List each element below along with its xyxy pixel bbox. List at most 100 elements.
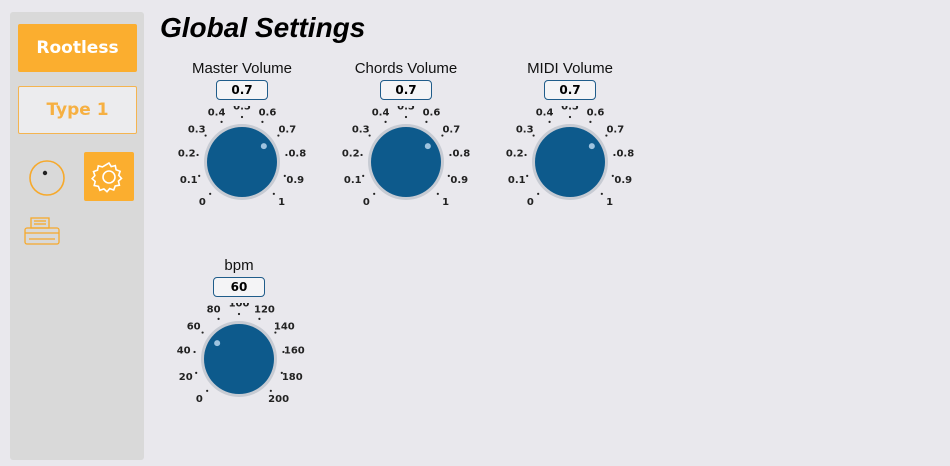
tick-dot bbox=[613, 153, 616, 157]
tick-dot bbox=[282, 350, 285, 354]
tick-label: 0.7 bbox=[606, 125, 624, 136]
tick-label: 0.2 bbox=[506, 149, 524, 160]
knob-indicator bbox=[588, 143, 595, 150]
tick-dot bbox=[362, 174, 365, 178]
dial[interactable]: 00.1 0.2 0.30.4 0.5 0.60.7 0.8 0.91 bbox=[500, 106, 640, 218]
tick-label: 0.5 bbox=[397, 106, 415, 113]
tick-label: 0 bbox=[527, 197, 534, 208]
tick-dot bbox=[206, 389, 209, 392]
gear-icon bbox=[91, 161, 123, 193]
tick-label: 0.6 bbox=[587, 108, 605, 119]
tick-label: 20 bbox=[179, 372, 193, 383]
knob-body bbox=[535, 127, 605, 197]
tick-dot bbox=[258, 317, 261, 321]
tick-label: 0.2 bbox=[178, 149, 196, 160]
tick-dot bbox=[532, 134, 535, 137]
tick-label: 0.3 bbox=[352, 125, 370, 136]
tick-dot bbox=[548, 120, 551, 124]
tick-dot bbox=[568, 115, 572, 119]
tick-label: 0.7 bbox=[442, 125, 460, 136]
tick-label: 0.9 bbox=[286, 175, 304, 186]
tick-label: 80 bbox=[207, 305, 221, 316]
tick-dot bbox=[404, 115, 408, 119]
tick-label: 200 bbox=[268, 394, 289, 405]
tick-label: 0.4 bbox=[372, 108, 390, 119]
tick-label: 0.7 bbox=[278, 125, 296, 136]
knob-chords-volume: Chords Volume 0.7 0 0.1 0.2 0.3 0.4 0.5 0.6 0.7… bbox=[331, 60, 481, 218]
tick-dot bbox=[384, 120, 387, 124]
knob-label: Master Volume bbox=[191, 60, 293, 77]
dial[interactable]: 00.1 0.2 0.30.4 0.5 0.60.7 0.8 0.91 bbox=[336, 106, 476, 218]
tick-label: 0.9 bbox=[614, 175, 632, 186]
sidebar: Rootless Type 1 bbox=[10, 12, 144, 460]
tick-dot bbox=[237, 312, 241, 316]
tick-dot bbox=[269, 389, 272, 392]
tick-label: 0.5 bbox=[233, 106, 251, 113]
tick-dot bbox=[283, 174, 286, 178]
value-box[interactable]: 60 bbox=[213, 277, 265, 297]
printer-icon[interactable] bbox=[23, 215, 61, 253]
tick-dot bbox=[204, 134, 207, 137]
tick-label: 1 bbox=[606, 197, 613, 208]
tick-dot bbox=[196, 153, 199, 157]
value-box[interactable]: 0.7 bbox=[380, 80, 432, 100]
tick-label: 0.3 bbox=[188, 125, 206, 136]
tick-dot bbox=[526, 174, 529, 178]
knob-indicator bbox=[214, 340, 221, 347]
knob-icon[interactable] bbox=[28, 159, 66, 197]
tick-label: 0.8 bbox=[288, 149, 306, 160]
tick-label: 0.1 bbox=[180, 175, 198, 186]
dial[interactable]: 00.1 0.2 0.30.4 0.5 0.60.7 0.8 0.91 bbox=[172, 106, 312, 218]
tick-dot bbox=[201, 331, 204, 334]
tick-label: 0.9 bbox=[450, 175, 468, 186]
tick-dot bbox=[449, 153, 452, 157]
tick-label: 0.6 bbox=[259, 108, 277, 119]
tick-dot bbox=[261, 120, 264, 124]
tick-label: 140 bbox=[274, 322, 295, 333]
tick-label: 40 bbox=[177, 346, 191, 357]
tick-label: 0.1 bbox=[508, 175, 526, 186]
tick-label: 0 bbox=[196, 394, 203, 405]
rootless-button[interactable]: Rootless bbox=[18, 24, 137, 72]
tick-label: 0.4 bbox=[208, 108, 226, 119]
knob-indicator bbox=[424, 143, 431, 150]
tick-dot bbox=[447, 174, 450, 178]
tick-label: 1 bbox=[278, 197, 285, 208]
tick-dot bbox=[360, 153, 363, 157]
tick-label: 0.5 bbox=[561, 106, 579, 113]
tick-dot bbox=[217, 317, 220, 321]
tick-label: 0.2 bbox=[342, 149, 360, 160]
tick-label: 120 bbox=[254, 305, 275, 316]
tick-dot bbox=[277, 134, 280, 137]
tick-dot bbox=[368, 134, 371, 137]
dial[interactable]: 020 40 60 80 100 120 140 160 180 200 bbox=[164, 303, 314, 415]
tick-dot bbox=[524, 153, 527, 157]
tick-label: 60 bbox=[187, 322, 201, 333]
tick-label: 0.8 bbox=[452, 149, 470, 160]
tick-dot bbox=[441, 134, 444, 137]
value-box[interactable]: 0.7 bbox=[544, 80, 596, 100]
tick-label: 1 bbox=[442, 197, 449, 208]
knob-label: MIDI Volume bbox=[527, 60, 613, 77]
tick-label: 0 bbox=[363, 197, 370, 208]
knob-bpm: bpm 60 0 20 40 60 80 100 120 140 160 180 200 bbox=[164, 257, 314, 415]
knob-label: bpm bbox=[224, 257, 254, 274]
tick-dot bbox=[589, 120, 592, 124]
tick-dot bbox=[285, 153, 288, 157]
tick-dot bbox=[198, 174, 201, 178]
tick-dot bbox=[274, 331, 277, 334]
tick-dot bbox=[209, 192, 212, 195]
tick-dot bbox=[537, 192, 540, 195]
knob-label: Chords Volume bbox=[354, 60, 458, 77]
value-box[interactable]: 0.7 bbox=[216, 80, 268, 100]
settings-button[interactable] bbox=[84, 152, 134, 201]
tick-label: 160 bbox=[284, 346, 305, 357]
tick-dot bbox=[605, 134, 608, 137]
tick-label: 100 bbox=[229, 303, 250, 310]
type-button[interactable]: Type 1 bbox=[18, 86, 137, 134]
tick-dot bbox=[220, 120, 223, 124]
tick-label: 0 bbox=[199, 197, 206, 208]
tick-dot bbox=[272, 192, 275, 195]
knob-midi-volume: MIDI Volume 0.7 0 0.1 0.2 0.3 0.4 0.5 0.6 0.7 0.… bbox=[495, 60, 645, 218]
knob-body bbox=[371, 127, 441, 197]
